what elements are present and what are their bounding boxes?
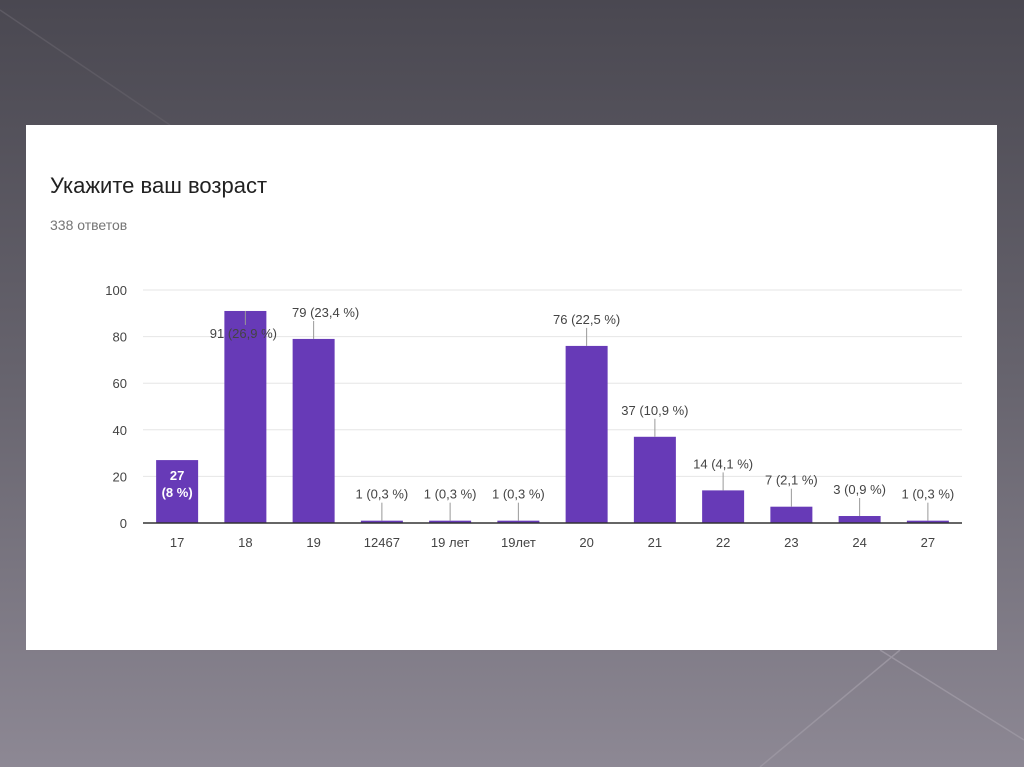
data-label: 1 (0,3 %) <box>492 487 545 502</box>
data-label: 14 (4,1 %) <box>693 456 753 471</box>
bar <box>429 520 472 523</box>
data-label: 91 (26,9 %) <box>210 326 277 341</box>
data-label: 1 (0,3 %) <box>424 487 477 502</box>
x-tick-label: 18 <box>238 535 252 550</box>
data-label: 76 (22,5 %) <box>553 312 620 327</box>
data-label: (8 %) <box>162 485 193 500</box>
x-tick-label: 19лет <box>501 535 536 550</box>
x-tick-label: 27 <box>921 535 935 550</box>
y-tick-label: 100 <box>105 283 127 298</box>
x-tick-label: 22 <box>716 535 730 550</box>
data-label: 3 (0,9 %) <box>833 482 886 497</box>
bar <box>770 506 813 523</box>
bar <box>906 520 949 523</box>
x-tick-label: 19 <box>306 535 320 550</box>
x-tick-label: 24 <box>852 535 866 550</box>
data-label: 37 (10,9 %) <box>621 403 688 418</box>
response-count: 338 ответов <box>50 217 128 233</box>
data-label: 1 (0,3 %) <box>902 487 955 502</box>
bar <box>360 520 403 523</box>
x-tick-label: 21 <box>648 535 662 550</box>
bar <box>702 490 745 523</box>
y-tick-label: 0 <box>120 516 127 531</box>
x-tick-label: 17 <box>170 535 184 550</box>
y-tick-label: 40 <box>113 423 127 438</box>
x-tick-label: 20 <box>579 535 593 550</box>
bar <box>838 516 881 523</box>
data-label: 27 <box>170 468 184 483</box>
data-label: 7 (2,1 %) <box>765 473 818 488</box>
data-label: 1 (0,3 %) <box>356 487 409 502</box>
y-tick-label: 20 <box>113 469 127 484</box>
bar-chart: 0 20 40 60 80 100 17 27 (8 %) 18 91 (26,9 %) 19 79 (… <box>105 283 962 550</box>
chart-title: Укажите ваш возраст <box>50 173 268 198</box>
bar <box>565 345 608 523</box>
bar <box>224 310 267 523</box>
x-tick-label: 23 <box>784 535 798 550</box>
x-tick-label: 19 лет <box>431 535 469 550</box>
bar <box>633 436 676 523</box>
bar <box>497 520 540 523</box>
bar <box>292 338 335 523</box>
bar <box>156 460 199 523</box>
y-tick-label: 60 <box>113 376 127 391</box>
x-tick-label: 12467 <box>364 535 400 550</box>
chart-card: Укажите ваш возраст 338 ответов 0 20 40 60 8… <box>26 125 997 650</box>
data-label: 79 (23,4 %) <box>292 305 359 320</box>
y-tick-label: 80 <box>113 330 127 345</box>
